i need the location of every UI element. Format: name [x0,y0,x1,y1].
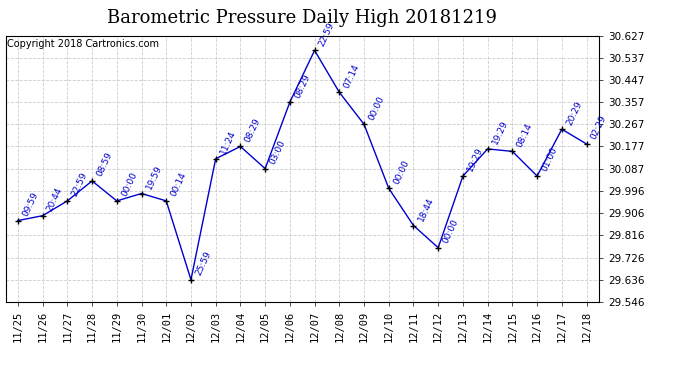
Text: Copyright 2018 Cartronics.com: Copyright 2018 Cartronics.com [7,39,159,50]
Text: 19:29: 19:29 [466,146,485,173]
Text: 19:29: 19:29 [491,119,509,146]
Text: Barometric Pressure Daily High 20181219: Barometric Pressure Daily High 20181219 [107,9,497,27]
Text: 11:24: 11:24 [219,129,237,156]
Text: 00:00: 00:00 [391,158,411,186]
Text: 00:00: 00:00 [367,94,386,122]
Text: 01:00: 01:00 [540,146,559,173]
Text: 22:59: 22:59 [70,171,89,198]
Text: 00:14: 00:14 [169,171,188,198]
Text: 00:00: 00:00 [441,217,460,245]
Text: 20:44: 20:44 [46,186,64,213]
Text: 02:29: 02:29 [589,114,609,141]
Text: 20:29: 20:29 [564,99,584,126]
Text: 00:00: 00:00 [119,171,139,198]
Text: 22:59: 22:59 [317,21,336,48]
Text: 08:29: 08:29 [243,117,262,144]
Text: 08:59: 08:59 [95,151,114,178]
Text: 09:59: 09:59 [21,190,40,218]
Text: 08:29: 08:29 [293,72,312,99]
Text: 03:00: 03:00 [268,139,287,166]
Text: Pressure  (Inches/Hg): Pressure (Inches/Hg) [473,46,597,57]
Text: 25:59: 25:59 [194,250,213,277]
Text: 07:14: 07:14 [342,62,361,90]
Text: 19:59: 19:59 [144,164,164,191]
Text: 08:14: 08:14 [515,122,534,148]
Text: 18:44: 18:44 [416,196,435,223]
